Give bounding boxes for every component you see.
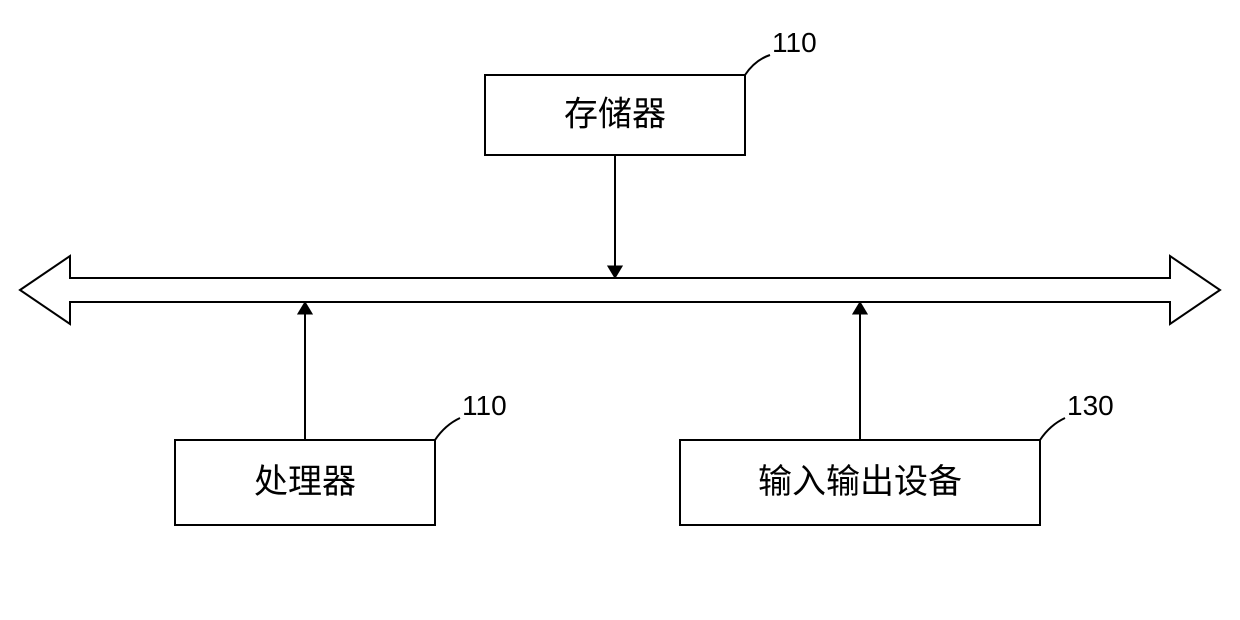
connector-arrowhead xyxy=(608,266,622,278)
node-processor: 处理器 110 xyxy=(175,390,507,525)
processor-ref-leader xyxy=(435,418,460,440)
memory-label: 存储器 xyxy=(564,96,666,134)
memory-ref-number: 110 xyxy=(772,27,817,58)
io-ref-leader xyxy=(1040,418,1065,440)
memory-ref-leader xyxy=(745,55,770,75)
processor-ref-number: 110 xyxy=(462,390,507,421)
processor-label: 处理器 xyxy=(254,464,356,501)
io-label: 输入输出设备 xyxy=(758,463,962,501)
io-ref-number: 130 xyxy=(1067,390,1114,421)
connector-arrowhead xyxy=(853,302,867,314)
node-memory: 存储器 110 xyxy=(485,27,817,155)
node-io: 输入输出设备 130 xyxy=(680,390,1114,525)
connector-arrowhead xyxy=(298,302,312,314)
